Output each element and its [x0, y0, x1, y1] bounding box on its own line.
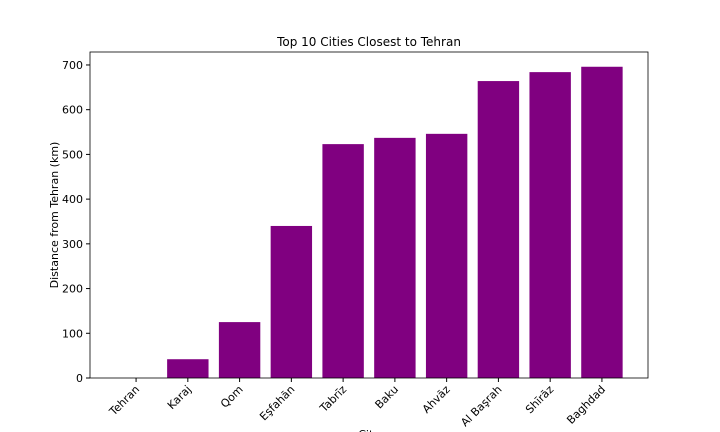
- x-tick-label: Al Başrah: [458, 383, 504, 429]
- y-tick-label: 700: [62, 59, 83, 72]
- bar: [218, 322, 261, 378]
- y-tick-label: 500: [62, 148, 83, 161]
- y-tick-label: 100: [62, 327, 83, 340]
- bar: [529, 72, 571, 378]
- y-tick-label: 300: [62, 238, 83, 251]
- bar: [425, 133, 468, 378]
- plot-frame: [89, 51, 649, 379]
- x-tick-label: Qom: [218, 383, 246, 411]
- y-axis-label: Distance from Tehran (km): [48, 142, 61, 289]
- bar: [477, 81, 520, 379]
- x-tick-label: Shīrāz: [523, 383, 556, 416]
- bar: [167, 359, 209, 378]
- y-tick-label: 600: [62, 104, 83, 117]
- y-tick-label: 0: [76, 372, 83, 385]
- x-tick-label: Karaj: [165, 383, 194, 412]
- x-tick-label: Baghdad: [564, 383, 608, 427]
- x-tick-label: Baku: [373, 383, 401, 411]
- y-tick-label: 200: [62, 283, 83, 296]
- x-tick-label: Eşfahān: [257, 383, 297, 423]
- bar: [374, 137, 416, 378]
- x-tick-label: Tehran: [106, 383, 142, 419]
- bar: [322, 144, 364, 378]
- x-tick-label: Tabrīz: [317, 383, 350, 416]
- y-tick-label: 400: [62, 193, 83, 206]
- bar: [581, 66, 623, 378]
- bar: [270, 225, 313, 378]
- x-tick-label: Ahvāz: [420, 383, 453, 416]
- chart-title: Top 10 Cities Closest to Tehran: [276, 35, 461, 49]
- x-axis-label: City: [358, 428, 380, 432]
